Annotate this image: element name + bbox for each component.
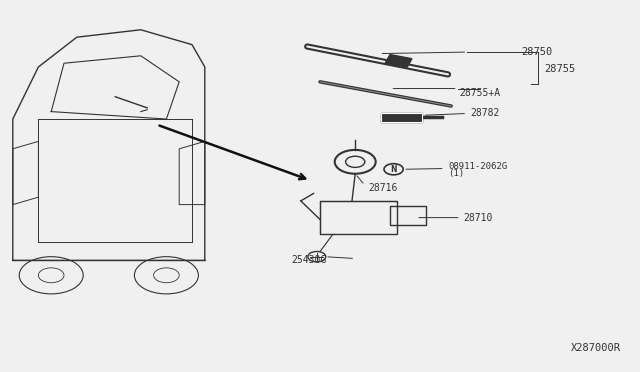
Bar (381, 113, 422, 122)
Text: 28782: 28782 (470, 109, 500, 118)
Text: 08911-2062G: 08911-2062G (448, 162, 507, 171)
Text: 28755: 28755 (544, 64, 575, 74)
Text: (1): (1) (448, 169, 464, 178)
Bar (385, 55, 412, 67)
Text: N: N (390, 165, 397, 174)
Text: 28716: 28716 (368, 183, 397, 193)
Bar (381, 113, 422, 122)
Text: X287000R: X287000R (571, 343, 621, 353)
Bar (320, 201, 397, 234)
Text: 25430G: 25430G (291, 256, 326, 265)
Bar (390, 206, 426, 225)
Text: 28755+A: 28755+A (460, 88, 500, 98)
Text: 28710: 28710 (463, 213, 493, 222)
Text: 28750: 28750 (522, 47, 553, 57)
